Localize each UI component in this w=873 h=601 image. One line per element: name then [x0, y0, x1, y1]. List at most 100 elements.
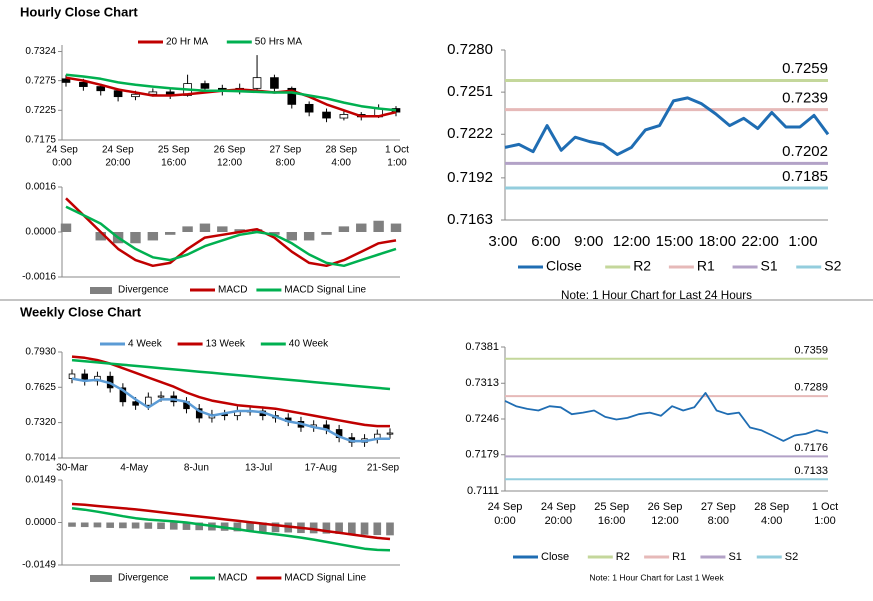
level-label: 0.7289 — [794, 382, 828, 394]
level-label: 0.7202 — [782, 143, 828, 160]
bar — [199, 223, 211, 232]
bar — [390, 223, 402, 232]
legend-label: S1 — [728, 551, 741, 563]
legend-label: Close — [546, 258, 582, 274]
bar — [258, 522, 267, 532]
series-line — [71, 506, 391, 552]
candle-body — [131, 93, 140, 98]
legend-label: MACD — [218, 573, 247, 584]
x-tick-label: 28 Sep — [325, 145, 357, 156]
level-label: 0.7239 — [782, 89, 828, 106]
section-title: Weekly Close Chart — [20, 304, 142, 319]
x-tick-label: 25 Sep — [158, 145, 190, 156]
candle-body — [270, 77, 279, 89]
x-tick-label: 24 Sep — [102, 145, 134, 156]
y-tick-label: 0.7320 — [25, 417, 56, 428]
x-tick-label: 1:00 — [387, 158, 407, 169]
x-tick-label: 28 Sep — [754, 501, 789, 513]
y-tick-label: 0.7163 — [447, 211, 493, 228]
candle-body — [157, 395, 165, 398]
bar — [157, 522, 165, 530]
y-tick-label: -0.0016 — [22, 272, 56, 283]
candle-body — [322, 111, 331, 119]
x-tick-label: 27 Sep — [701, 501, 736, 513]
bar — [251, 229, 263, 232]
x-tick-label: 6:00 — [531, 233, 560, 250]
x-tick-label: 24 Sep — [488, 501, 523, 513]
series-line — [65, 197, 397, 268]
x-tick-label: 4-May — [120, 463, 148, 474]
bar — [356, 223, 367, 232]
series-line — [71, 377, 390, 443]
bar — [322, 522, 331, 534]
legend-label: S1 — [761, 258, 778, 274]
legend-label: 4 Week — [128, 339, 163, 350]
bar — [60, 223, 72, 232]
y-tick-label: 0.7192 — [447, 169, 493, 186]
y-tick-label: 0.7381 — [465, 341, 499, 353]
y-tick-label: 0.7930 — [25, 347, 56, 358]
x-tick-label: 1 Oct — [385, 145, 409, 156]
bar — [169, 522, 178, 530]
bar — [286, 232, 297, 241]
x-tick-label: 8-Jun — [184, 463, 209, 474]
level-label: 0.7133 — [794, 465, 828, 477]
bar — [321, 232, 332, 235]
series-line — [71, 355, 390, 428]
y-tick-label: 0.0149 — [25, 475, 56, 486]
bar — [386, 522, 394, 536]
legend-swatch — [90, 287, 112, 294]
bar — [360, 522, 369, 535]
x-tick-label: 8:00 — [708, 515, 729, 527]
bar — [182, 226, 193, 232]
x-tick-label: 0:00 — [52, 158, 72, 169]
y-tick-label: 0.7014 — [25, 453, 56, 464]
section-title: Hourly Close Chart — [20, 4, 138, 19]
legend-label: Divergence — [118, 285, 169, 296]
level-label: 0.7359 — [794, 344, 828, 356]
legend-label: Divergence — [118, 573, 169, 584]
x-tick-label: 21-Sep — [367, 463, 400, 474]
series-line — [71, 502, 391, 541]
y-tick-label: 0.7225 — [25, 105, 56, 116]
bar — [119, 522, 127, 529]
bar — [106, 522, 114, 528]
x-tick-label: 4:00 — [761, 515, 782, 527]
legend-label: 40 Week — [289, 339, 329, 350]
candle-body — [145, 396, 152, 406]
candle-body — [287, 87, 297, 105]
y-tick-label: 0.7222 — [447, 125, 493, 142]
x-tick-label: 12:00 — [217, 158, 242, 169]
y-tick-label: 0.7275 — [25, 75, 56, 86]
bar — [373, 522, 382, 536]
y-tick-label: 0.7251 — [447, 83, 493, 100]
legend-label: S2 — [824, 258, 841, 274]
legend-label: Close — [541, 551, 569, 563]
legend-label: 50 Hrs MA — [255, 37, 303, 48]
legend-label: R2 — [633, 258, 651, 274]
legend-label: R2 — [616, 551, 630, 563]
bar — [233, 522, 242, 532]
bar — [147, 232, 159, 241]
candle-body — [339, 114, 349, 119]
series-line — [65, 73, 397, 112]
x-tick-label: 24 Sep — [541, 501, 576, 513]
x-tick-label: 4:00 — [331, 158, 351, 169]
x-tick-label: 15:00 — [656, 233, 694, 250]
level-label: 0.7176 — [794, 442, 828, 454]
x-tick-label: 1:00 — [814, 515, 835, 527]
note: Note: 1 Hour Chart for Last 24 Hours — [561, 289, 752, 302]
x-tick-label: 20:00 — [545, 515, 573, 527]
bar — [335, 522, 343, 534]
bar — [165, 232, 176, 235]
x-tick-label: 9:00 — [574, 233, 603, 250]
y-tick-label: 0.0000 — [25, 227, 56, 238]
x-tick-label: 12:00 — [651, 515, 679, 527]
series-line — [504, 96, 830, 157]
legend-label: S2 — [785, 551, 798, 563]
x-tick-label: 17-Aug — [305, 463, 337, 474]
series-line — [65, 205, 397, 268]
candle-body — [132, 401, 139, 406]
x-tick-label: 1:00 — [788, 233, 817, 250]
y-tick-label: 0.7175 — [25, 135, 56, 146]
